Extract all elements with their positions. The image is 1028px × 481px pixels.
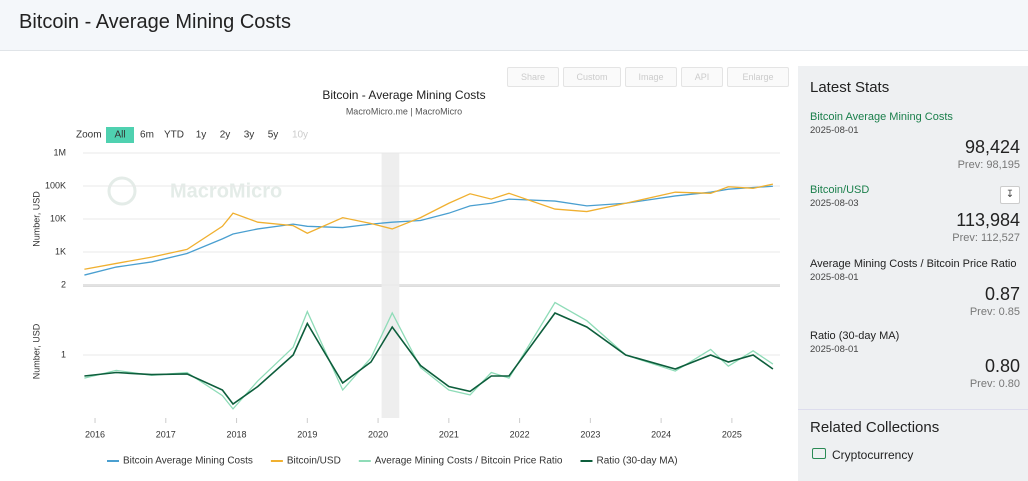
zoom-label: Zoom [76, 130, 102, 141]
prev-label: Prev: [969, 378, 996, 390]
stat-item: Average Mining Costs / Bitcoin Price Rat… [810, 258, 1020, 333]
stat-item: Bitcoin/USD 2025-08-03 ↧ 113,984 Prev: 1… [810, 184, 1020, 259]
series-line [84, 183, 774, 270]
x-tick-label: 2022 [510, 429, 530, 439]
y-tick-label: 10K [50, 213, 66, 223]
collection-icon [812, 448, 826, 459]
legend-label[interactable]: Ratio (30-day MA) [596, 456, 677, 467]
chart: Bitcoin - Average Mining Costs MacroMicr… [31, 88, 780, 467]
related-collections: Related Collections Cryptocurrency [798, 409, 1028, 462]
zoom-buttons: All 6m YTD 1y 2y 3y 5y 10y [106, 127, 308, 143]
stat-item: Bitcoin Average Mining Costs 2025-08-01 … [810, 111, 1020, 186]
image-button[interactable]: Image [625, 67, 677, 87]
x-tick-label: 2019 [297, 429, 317, 439]
collection-name[interactable]: Cryptocurrency [832, 448, 914, 462]
stat-date: 2025-08-03 [810, 198, 859, 209]
stat-value: 113,984 [956, 210, 1020, 230]
series-line [84, 185, 773, 276]
download-button[interactable]: ↧ [1000, 186, 1020, 204]
prev-value: 98,195 [986, 159, 1020, 171]
chart-title: Bitcoin - Average Mining Costs [322, 88, 485, 102]
chart-subtitle: MacroMicro.me | MacroMicro [346, 106, 462, 116]
y-tick-label: 100K [45, 180, 66, 190]
sidebar: Latest Stats Bitcoin Average Mining Cost… [798, 66, 1028, 481]
series-line [84, 312, 774, 406]
legend-label[interactable]: Bitcoin Average Mining Costs [123, 456, 253, 467]
page-title: Bitcoin - Average Mining Costs [19, 11, 291, 33]
prev-label: Prev: [969, 306, 996, 318]
enlarge-button[interactable]: Enlarge [727, 67, 789, 87]
zoom-button[interactable]: 5y [268, 130, 279, 141]
header: Bitcoin - Average Mining Costs [0, 0, 1028, 51]
x-tick-label: 2020 [368, 429, 388, 439]
zoom-button[interactable]: 2y [220, 130, 231, 141]
zoom-active [106, 127, 134, 143]
zoom-button[interactable]: YTD [164, 130, 184, 141]
zoom-button[interactable]: 3y [244, 130, 255, 141]
zoom-button[interactable]: 1y [196, 130, 207, 141]
zoom-button[interactable]: 6m [140, 130, 154, 141]
legend: Bitcoin Average Mining Costs Bitcoin/USD A… [107, 456, 678, 467]
stat-name: Ratio (30-day MA) [810, 330, 900, 342]
stat-value: 98,424 [964, 137, 1020, 157]
api-button[interactable]: API [681, 67, 723, 87]
stat-prev: Prev: 0.85 [970, 306, 1020, 318]
legend-label[interactable]: Bitcoin/USD [287, 456, 341, 467]
zoom-button[interactable]: 10y [292, 130, 308, 141]
stat-date: 2025-08-01 [810, 125, 859, 136]
stat-value: 0.80 [984, 356, 1020, 376]
x-tick-label: 2023 [580, 429, 600, 439]
y-axis-label: Number, USD [31, 191, 41, 247]
related-title: Related Collections [810, 419, 940, 436]
x-tick-label: 2024 [651, 429, 671, 439]
y-tick-label: 1K [55, 246, 66, 256]
stat-date: 2025-08-01 [810, 272, 859, 283]
highlight-band [381, 285, 400, 418]
watermark-logo [107, 176, 137, 206]
x-tick-label: 2021 [439, 429, 459, 439]
y-tick-label: 1 [61, 349, 66, 359]
stat-value: 0.87 [984, 284, 1020, 304]
y-tick-label: 2 [61, 279, 66, 289]
y-tick-label: 1M [53, 147, 66, 157]
x-tick-label: 2025 [722, 429, 742, 439]
custom-button[interactable]: Custom [563, 67, 621, 87]
watermark: MacroMicro [170, 180, 282, 202]
x-tick-label: 2017 [156, 429, 176, 439]
prev-value: 0.80 [998, 378, 1020, 390]
stat-prev: Prev: 112,527 [952, 232, 1020, 244]
stat-item: Ratio (30-day MA) 2025-08-01 0.80 Prev: … [810, 330, 1020, 405]
stat-prev: Prev: 0.80 [970, 378, 1020, 390]
series-line [84, 301, 774, 410]
share-button[interactable]: Share [507, 67, 559, 87]
stat-date: 2025-08-01 [810, 344, 859, 355]
prev-label: Prev: [952, 232, 978, 244]
stat-prev: Prev: 98,195 [958, 159, 1020, 171]
zoom-button[interactable]: All [114, 130, 125, 141]
stats-title: Latest Stats [810, 79, 890, 96]
prev-label: Prev: [957, 159, 984, 171]
legend-label[interactable]: Average Mining Costs / Bitcoin Price Rat… [375, 456, 563, 467]
x-tick-label: 2018 [227, 429, 247, 439]
x-tick-label: 2016 [85, 429, 105, 439]
stat-name[interactable]: Bitcoin/USD [810, 184, 870, 196]
y-axis-label: Number, USD [31, 323, 41, 379]
prev-value: 112,527 [981, 232, 1020, 244]
collection-link[interactable]: Cryptocurrency [812, 448, 913, 462]
stat-name: Average Mining Costs / Bitcoin Price Rat… [810, 258, 1017, 270]
stat-name[interactable]: Bitcoin Average Mining Costs [810, 111, 953, 123]
prev-value: 0.85 [998, 306, 1020, 318]
